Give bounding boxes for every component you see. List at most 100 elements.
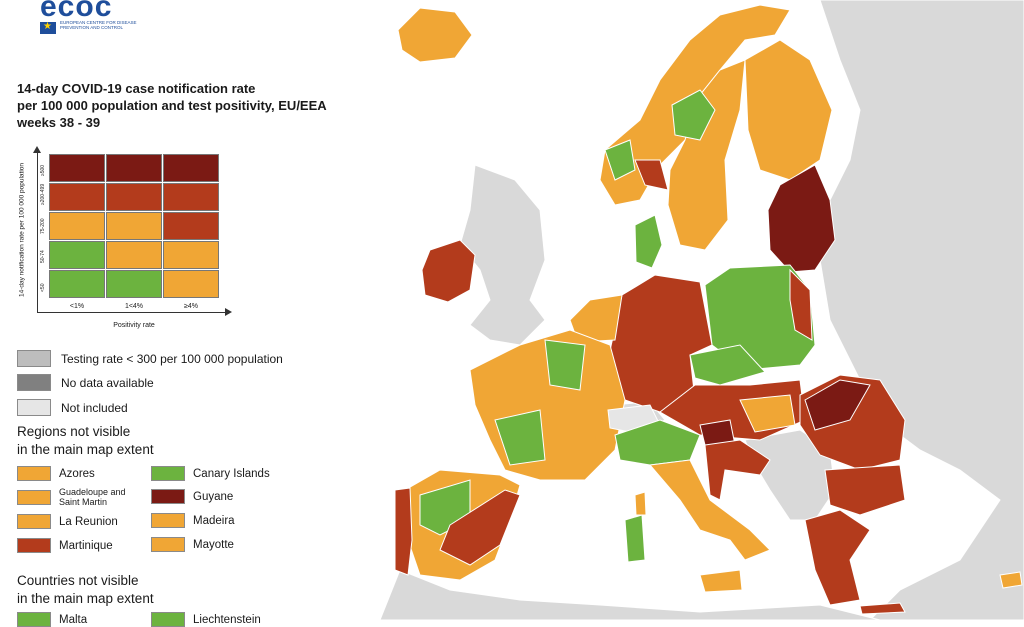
matrix-cell xyxy=(163,154,219,182)
matrix-cell xyxy=(163,183,219,211)
title-line-2: per 100 000 population and test positivi… xyxy=(17,98,327,113)
region-swatch xyxy=(151,513,185,528)
regions-heading: Regions not visible in the main map exte… xyxy=(17,423,154,459)
region-guadeloupe: Guadeloupe and Saint Martin xyxy=(17,487,134,507)
legend-label: Testing rate < 300 per 100 000 populatio… xyxy=(61,351,283,366)
region-swatch xyxy=(17,466,51,481)
rate-positivity-matrix xyxy=(49,154,219,298)
y-axis-line xyxy=(37,152,38,312)
region-swatch xyxy=(17,514,51,529)
legend-label: No data available xyxy=(61,375,154,390)
region-label: Madeira xyxy=(193,514,235,527)
countries-heading-line-1: Countries not visible xyxy=(17,573,139,588)
matrix-col-label: ≥4% xyxy=(184,303,198,310)
matrix-cell xyxy=(49,241,105,269)
ireland xyxy=(421,239,476,303)
matrix-cell xyxy=(106,183,162,211)
estonia-latvia-lithuania xyxy=(767,164,836,273)
region-label: Mayotte xyxy=(193,538,234,551)
region-label: Martinique xyxy=(59,539,113,552)
croatia xyxy=(704,439,771,501)
region-martinique: Martinique xyxy=(17,538,113,553)
matrix-x-axis-label: Positivity rate xyxy=(113,322,155,329)
sweden xyxy=(667,59,746,251)
poland-red-regions xyxy=(789,268,813,341)
corsica xyxy=(634,491,647,516)
matrix-cell xyxy=(163,212,219,240)
region-guyane: Guyane xyxy=(151,489,233,504)
title-line-1: 14-day COVID-19 case notification rate xyxy=(17,81,256,96)
eu-flag-icon xyxy=(40,21,56,34)
region-label: Canary Islands xyxy=(193,467,270,480)
crete xyxy=(859,602,906,615)
ecdc-logo: ecoc European Centre for Disease Prevent… xyxy=(36,0,156,40)
france-green-east xyxy=(544,339,586,391)
matrix-y-axis: 14-day notification rate per 100 000 pop… xyxy=(12,148,32,313)
countries-heading-line-2: in the main map extent xyxy=(17,591,154,606)
x-axis-line xyxy=(37,312,227,313)
norway-south-red xyxy=(634,159,669,191)
matrix-cell xyxy=(49,183,105,211)
matrix-col-label: 1<4% xyxy=(124,303,144,310)
italy xyxy=(649,459,771,561)
legend-swatch xyxy=(17,399,51,416)
map-title: 14-day COVID-19 case notification rate p… xyxy=(17,80,347,131)
region-azores: Azores xyxy=(17,466,95,481)
legend-swatch xyxy=(17,374,51,391)
matrix-cell xyxy=(163,270,219,298)
finland xyxy=(744,39,833,181)
region-label: Guadeloupe and Saint Martin xyxy=(59,487,126,507)
matrix-cell xyxy=(49,212,105,240)
region-la-reunion: La Reunion xyxy=(17,514,118,529)
legend-swatch xyxy=(17,350,51,367)
regions-heading-line-1: Regions not visible xyxy=(17,424,131,439)
matrix-cell xyxy=(106,241,162,269)
region-label: Azores xyxy=(59,467,95,480)
matrix-cell xyxy=(106,270,162,298)
matrix-cell xyxy=(163,241,219,269)
region-label: La Reunion xyxy=(59,515,118,528)
legend-label: Not included xyxy=(61,400,128,415)
matrix-row-label: 75-200 xyxy=(40,218,46,234)
sweden-green-region xyxy=(671,89,716,141)
region-swatch xyxy=(151,489,185,504)
matrix-row-label: ≥200-499 xyxy=(40,183,46,205)
legend-not-included: Not included xyxy=(17,399,128,416)
matrix-cell xyxy=(106,154,162,182)
czechia xyxy=(689,344,766,386)
iceland xyxy=(397,7,473,63)
sardinia xyxy=(624,514,646,563)
cyprus xyxy=(999,571,1023,589)
region-swatch xyxy=(151,537,185,552)
matrix-col-label: <1% xyxy=(69,303,85,310)
portugal xyxy=(394,487,413,576)
region-label: Guyane xyxy=(193,490,234,503)
sicily xyxy=(699,569,743,593)
norway-south-green xyxy=(604,139,636,181)
region-canary-islands: Canary Islands xyxy=(151,466,270,481)
legend-no-data: No data available xyxy=(17,374,154,391)
matrix-row-label: 50-74 xyxy=(40,250,46,263)
region-madeira: Madeira xyxy=(151,513,235,528)
logo-tagline: European Centre for Disease Prevention a… xyxy=(60,20,137,30)
denmark xyxy=(634,214,663,269)
matrix-row-label: ≥500 xyxy=(40,164,46,176)
region-swatch xyxy=(151,466,185,481)
y-axis-arrow-icon xyxy=(33,146,41,153)
title-line-3: weeks 38 - 39 xyxy=(17,115,101,130)
region-mayotte: Mayotte xyxy=(151,537,234,552)
spain-red xyxy=(439,489,521,566)
matrix-row-label: <50 xyxy=(40,283,46,292)
romania-darkred xyxy=(804,379,871,431)
region-swatch xyxy=(17,489,51,505)
legend-testing-rate: Testing rate < 300 per 100 000 populatio… xyxy=(17,350,283,367)
x-axis-arrow-icon xyxy=(225,308,232,316)
matrix-cell xyxy=(106,212,162,240)
regions-heading-line-2: in the main map extent xyxy=(17,442,154,457)
matrix-y-axis-label: 14-day notification rate per 100 000 pop… xyxy=(18,162,26,298)
region-swatch xyxy=(17,538,51,553)
bulgaria xyxy=(824,464,906,516)
france-green-south xyxy=(494,409,546,466)
matrix-cell xyxy=(49,270,105,298)
